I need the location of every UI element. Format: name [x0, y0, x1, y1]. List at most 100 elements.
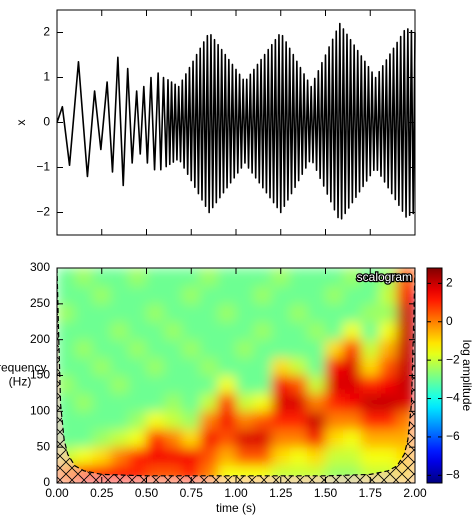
heatmap-cell: [57, 375, 76, 394]
heatmap-cell: [396, 375, 415, 394]
heatmap-cell: [253, 446, 273, 466]
heatmap-cell: [57, 393, 76, 412]
heatmap-cell: [146, 268, 165, 287]
heatmap-cell: [396, 321, 415, 340]
heatmap-cell: [307, 393, 326, 412]
heatmap-cell: [110, 339, 129, 358]
x-tick-label: 0.50: [135, 486, 159, 500]
heatmap-cell: [128, 393, 147, 412]
heatmap-cell: [92, 339, 111, 358]
heatmap-cell: [74, 446, 94, 466]
heatmap-cell: [253, 357, 273, 376]
heatmap-cell: [57, 321, 76, 340]
heatmap-cell: [74, 321, 94, 340]
heatmap-cell: [128, 285, 147, 305]
heatmap-cell: [271, 303, 290, 323]
heatmap-cell: [396, 285, 415, 305]
heatmap-area: [57, 268, 415, 483]
y-tick-label: 250: [30, 296, 50, 310]
heatmap-cell: [110, 428, 129, 448]
heatmap-cell: [128, 268, 147, 287]
heatmap-cell: [146, 303, 165, 323]
heatmap-cell: [146, 285, 165, 305]
heatmap-cell: [128, 303, 147, 323]
heatmap-cell: [217, 357, 237, 376]
heatmap-cell: [361, 357, 380, 376]
colorbar-tick-label: 2: [446, 276, 453, 290]
heatmap-cell: [378, 268, 398, 287]
heatmap-cell: [92, 268, 111, 287]
heatmap-cell: [289, 357, 308, 376]
heatmap-cell: [253, 428, 273, 448]
heatmap-cell: [235, 411, 255, 430]
heatmap-cell: [289, 446, 308, 466]
y-axis-label: x: [14, 120, 28, 126]
heatmap-cell: [361, 321, 380, 340]
heatmap-cell: [199, 411, 219, 430]
colorbar: [426, 267, 443, 484]
heatmap-cell: [378, 339, 398, 358]
heatmap-cell: [343, 428, 362, 448]
heatmap-cell: [235, 268, 255, 287]
heatmap-cell: [396, 357, 415, 376]
y-tick-label: 0: [43, 115, 50, 129]
heatmap-cell: [361, 303, 380, 323]
heatmap-cell: [361, 375, 380, 394]
heatmap-cell: [164, 411, 183, 430]
heatmap-cell: [92, 285, 111, 305]
heatmap-cell: [110, 268, 129, 287]
heatmap-cell: [396, 339, 415, 358]
heatmap-cell: [92, 357, 111, 376]
heatmap-cell: [146, 321, 165, 340]
heatmap-cell: [396, 303, 415, 323]
heatmap-cell: [235, 357, 255, 376]
heatmap-cell: [343, 393, 362, 412]
heatmap-cell: [378, 375, 398, 394]
heatmap-cell: [92, 393, 111, 412]
heatmap-cell: [325, 357, 344, 376]
signal-line: [56, 22, 416, 220]
heatmap-cell: [378, 393, 398, 412]
heatmap-cell: [199, 303, 219, 323]
heatmap-cell: [325, 303, 344, 323]
heatmap-cell: [271, 446, 290, 466]
heatmap-cell: [253, 339, 273, 358]
heatmap-cell: [182, 411, 201, 430]
heatmap-cell: [217, 268, 237, 287]
heatmap-cell: [253, 268, 273, 287]
y-tick-label: 0: [43, 475, 50, 489]
heatmap-cell: [289, 375, 308, 394]
heatmap-cell: [74, 285, 94, 305]
heatmap-cell: [343, 268, 362, 287]
heatmap-cell: [343, 339, 362, 358]
heatmap-cell: [325, 339, 344, 358]
heatmap-cell: [182, 321, 201, 340]
y-tick-label: 150: [30, 368, 50, 382]
heatmap-cell: [146, 411, 165, 430]
heatmap-cell: [164, 393, 183, 412]
heatmap-cell: [307, 339, 326, 358]
heatmap-cell: [110, 357, 129, 376]
heatmap-cell: [271, 428, 290, 448]
heatmap-cell: [164, 446, 183, 466]
heatmap-cell: [289, 303, 308, 323]
heatmap-cell: [164, 321, 183, 340]
heatmap-cell: [343, 446, 362, 466]
heatmap-cell: [396, 393, 415, 412]
heatmap-cell: [110, 285, 129, 305]
heatmap-cell: [271, 357, 290, 376]
heatmap-cell: [361, 339, 380, 358]
colorbar-tick-label: −4: [446, 391, 460, 405]
heatmap-cell: [271, 339, 290, 358]
heatmap-cell: [271, 411, 290, 430]
heatmap-cell: [110, 411, 129, 430]
colorbar-tick-label: 0: [446, 314, 453, 328]
y-axis-label: frequency: [0, 361, 46, 375]
heatmap-cell: [182, 285, 201, 305]
heatmap-cell: [235, 321, 255, 340]
x-tick-label: 0.75: [180, 486, 204, 500]
heatmap-cell: [57, 268, 76, 287]
y-axis-label: (Hz): [9, 375, 32, 389]
heatmap-cell: [199, 446, 219, 466]
heatmap-cell: [110, 393, 129, 412]
